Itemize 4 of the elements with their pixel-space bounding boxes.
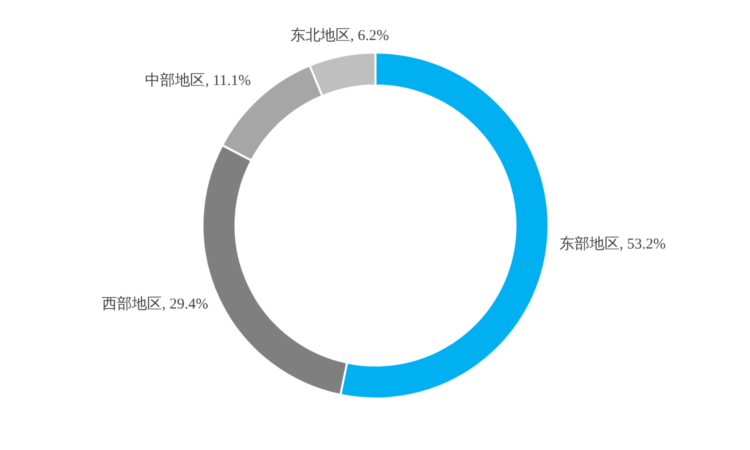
slice-label: 西部地区, 29.4% — [102, 296, 208, 313]
slice-label: 中部地区, 11.1% — [145, 72, 251, 89]
slice-label: 东北地区, 6.2% — [290, 27, 390, 44]
slice-label: 东部地区, 53.2% — [560, 235, 666, 252]
